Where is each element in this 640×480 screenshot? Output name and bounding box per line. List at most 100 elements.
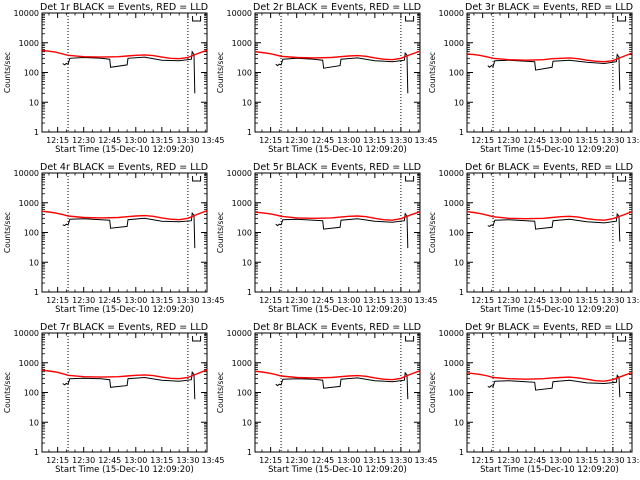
x-tick-label: 12:45 (523, 296, 546, 305)
y-axis-label: Counts/sec (3, 52, 12, 93)
x-tick-label: 13:30 (601, 456, 624, 465)
x-tick-label: 13:45 (201, 136, 224, 145)
interval-bracket-marker (405, 176, 415, 182)
panel-title: Det 3r BLACK = Events, RED = LLD (465, 2, 633, 13)
series-lld (466, 211, 633, 221)
y-tick-label: 10 (29, 258, 39, 267)
interval-bracket-marker (405, 336, 415, 342)
series-events (62, 50, 196, 94)
y-tick-label: 1000 (232, 359, 252, 368)
x-tick-label: 13:00 (124, 296, 147, 305)
x-axis-label: Start Time (15-Dec-10 12:09:20) (480, 145, 619, 155)
x-tick-label: 12:30 (285, 136, 308, 145)
x-tick-label: 12:45 (98, 456, 121, 465)
y-axis-label: Counts/sec (3, 212, 12, 253)
y-tick-label: 10000 (227, 329, 252, 338)
y-tick-label: 100 (24, 69, 39, 78)
x-tick-label: 13:30 (389, 136, 412, 145)
x-tick-label: 13:15 (363, 456, 386, 465)
y-tick-label: 100 (237, 69, 252, 78)
y-axis-label: Counts/sec (428, 52, 437, 93)
interval-bracket-marker (192, 176, 202, 182)
x-tick-label: 12:30 (497, 296, 520, 305)
y-tick-label: 1 (247, 288, 252, 297)
x-tick-label: 12:15 (46, 456, 69, 465)
plot-frame (254, 172, 421, 293)
y-tick-label: 1 (34, 128, 39, 137)
y-tick-label: 10000 (439, 329, 464, 338)
y-tick-label: 100 (24, 229, 39, 238)
x-tick-label: 13:15 (150, 296, 173, 305)
series-lld (41, 210, 208, 221)
y-tick-label: 10 (242, 418, 252, 427)
y-tick-label: 1 (247, 448, 252, 457)
y-tick-label: 100 (449, 69, 464, 78)
x-tick-label: 13:15 (363, 136, 386, 145)
x-tick-label: 12:45 (311, 296, 334, 305)
x-tick-label: 12:30 (285, 296, 308, 305)
x-tick-label: 12:15 (46, 136, 69, 145)
panel-title: Det 1r BLACK = Events, RED = LLD (40, 2, 208, 13)
panel-4: Det 4r BLACK = Events, RED = LLD 1 10 100 10… (3, 162, 225, 315)
x-tick-label: 12:30 (72, 296, 95, 305)
interval-bracket-marker (617, 336, 627, 342)
x-tick-label: 12:15 (259, 136, 282, 145)
x-tick-label: 12:30 (72, 136, 95, 145)
y-tick-label: 1 (34, 448, 39, 457)
interval-bracket-marker (617, 16, 627, 22)
x-tick-label: 13:00 (337, 136, 360, 145)
x-tick-label: 12:45 (523, 136, 546, 145)
plot-frame (254, 12, 421, 133)
y-tick-label: 100 (237, 389, 252, 398)
x-axis-label: Start Time (15-Dec-10 12:09:20) (55, 145, 194, 155)
y-tick-label: 10 (454, 98, 464, 107)
x-tick-label: 13:45 (414, 296, 437, 305)
y-tick-label: 1000 (19, 39, 39, 48)
y-tick-label: 1000 (444, 359, 464, 368)
series-lld (254, 50, 421, 61)
x-axis-label: Start Time (15-Dec-10 12:09:20) (268, 465, 407, 475)
panel-title: Det 2r BLACK = Events, RED = LLD (253, 2, 421, 13)
x-tick-label: 13:30 (176, 456, 199, 465)
series-lld (466, 371, 633, 382)
x-tick-label: 13:45 (414, 456, 437, 465)
y-tick-label: 100 (449, 229, 464, 238)
series-events (487, 212, 621, 242)
x-tick-label: 13:30 (389, 456, 412, 465)
series-events (275, 212, 409, 249)
x-axis-label: Start Time (15-Dec-10 12:09:20) (268, 305, 407, 315)
series-events (275, 51, 409, 94)
y-tick-label: 10 (29, 98, 39, 107)
series-events (62, 370, 196, 400)
x-tick-label: 13:15 (363, 296, 386, 305)
panel-6: Det 6r BLACK = Events, RED = LLD 1 10 100 10… (428, 162, 640, 315)
panel-9: Det 9r BLACK = Events, RED = LLD 1 10 100 10… (428, 322, 640, 475)
x-tick-label: 12:15 (259, 296, 282, 305)
x-tick-label: 13:15 (575, 136, 598, 145)
interval-bracket-marker (617, 176, 627, 182)
panel-2: Det 2r BLACK = Events, RED = LLD 1 10 100 10… (216, 2, 438, 155)
y-tick-label: 1000 (444, 199, 464, 208)
plot-frame (41, 332, 208, 453)
panel-title: Det 8r BLACK = Events, RED = LLD (253, 322, 421, 333)
plot-frame (466, 332, 633, 453)
series-lld (41, 369, 208, 380)
x-tick-label: 13:15 (150, 136, 173, 145)
y-tick-label: 10000 (439, 9, 464, 18)
series-events (487, 53, 621, 91)
y-tick-label: 1000 (232, 39, 252, 48)
y-tick-label: 1 (459, 128, 464, 137)
series-events (487, 374, 621, 398)
panel-7: Det 7r BLACK = Events, RED = LLD 1 10 100 10… (3, 322, 225, 475)
x-tick-label: 13:00 (549, 136, 572, 145)
y-tick-label: 1000 (444, 39, 464, 48)
plot-frame (466, 12, 633, 133)
x-tick-label: 12:15 (259, 456, 282, 465)
y-axis-label: Counts/sec (216, 212, 225, 253)
x-tick-label: 13:15 (150, 456, 173, 465)
x-axis-label: Start Time (15-Dec-10 12:09:20) (55, 305, 194, 315)
y-tick-label: 1 (459, 448, 464, 457)
panel-title: Det 7r BLACK = Events, RED = LLD (40, 322, 208, 333)
y-tick-label: 10000 (227, 169, 252, 178)
y-axis-label: Counts/sec (3, 372, 12, 413)
